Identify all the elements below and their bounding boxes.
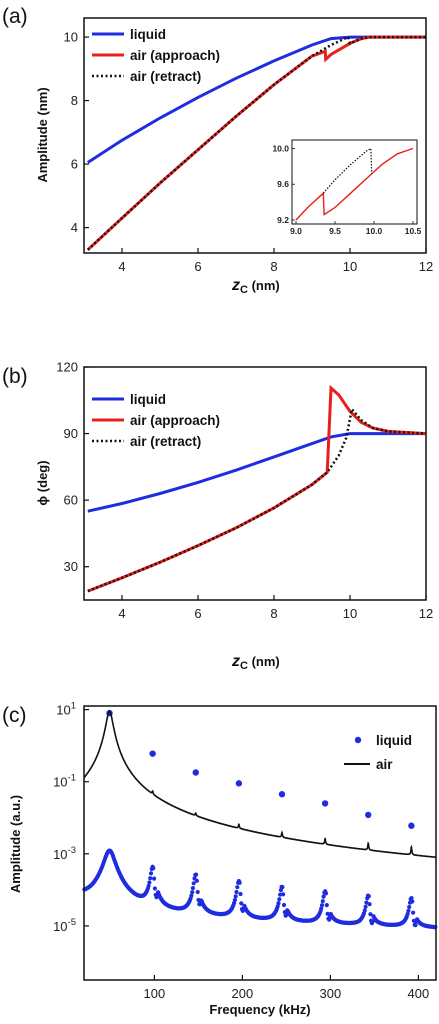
panel-b-xlabel: zC (nm) bbox=[231, 653, 280, 672]
x-tick-label: 6 bbox=[194, 259, 201, 274]
series-air-approach-line bbox=[87, 384, 427, 593]
panel-a-inset: 9.0 9.5 10.0 10.5 9.2 9.6 10.0 bbox=[272, 139, 422, 236]
legend-air-approach: air (approach) bbox=[130, 48, 220, 63]
liquid-harmonic-point bbox=[321, 800, 329, 807]
inset-x-tick-label: 9.5 bbox=[329, 226, 341, 236]
panel-b-ylabel: ϕ (deg) bbox=[35, 460, 50, 505]
y-tick-label: 8 bbox=[71, 93, 78, 108]
inset-x-tick-label: 10.5 bbox=[405, 226, 422, 236]
x-tick-label: 8 bbox=[270, 606, 277, 621]
liquid-harmonic-point bbox=[408, 822, 415, 829]
legend-air-approach: air (approach) bbox=[130, 413, 220, 428]
y-tick-label: 6 bbox=[71, 157, 78, 172]
panel-b-plot-frame bbox=[83, 366, 427, 601]
legend-liquid: liquid bbox=[376, 733, 412, 748]
panel-a-plot-frame bbox=[83, 17, 427, 254]
y-tick-label: 120 bbox=[56, 360, 78, 375]
x-tick-label: 6 bbox=[194, 606, 201, 621]
inset-x-tick-label: 10.0 bbox=[366, 226, 383, 236]
x-tick-label: 200 bbox=[232, 986, 254, 1001]
inset-series-line bbox=[322, 147, 373, 194]
x-tick-label: 400 bbox=[408, 986, 430, 1001]
inset-x-tick-label: 9.0 bbox=[290, 226, 302, 236]
x-tick-label: 4 bbox=[118, 606, 125, 621]
panel-a-label: (a) bbox=[2, 5, 28, 28]
y-tick-label: 10-5 bbox=[53, 917, 76, 934]
x-tick-label: 8 bbox=[270, 259, 277, 274]
y-tick-label: 10 bbox=[64, 30, 78, 45]
legend-air-retract: air (retract) bbox=[130, 434, 201, 449]
panel-c: (c) 100 200 300 400 101 10-1 10-3 10-5 Amplitud… bbox=[2, 701, 438, 1017]
panel-b-legend: liquid air (approach) air (retract) bbox=[92, 392, 220, 449]
panel-c-legend: liquid air bbox=[344, 733, 412, 772]
liquid-harmonic-point bbox=[149, 750, 156, 757]
panel-c-plot-frame bbox=[83, 705, 437, 981]
inset-y-tick-label: 10.0 bbox=[272, 143, 289, 153]
y-tick-label: 4 bbox=[71, 220, 78, 235]
liquid-harmonic-point bbox=[365, 811, 372, 819]
series-air-retract-line bbox=[86, 35, 426, 251]
panel-b: (b) 4 6 8 10 12 30 60 90 120 ϕ (deg) zC (nm) liq… bbox=[2, 360, 433, 673]
panel-a-ylabel: Amplitude (nm) bbox=[35, 87, 50, 182]
inset-series-line bbox=[295, 147, 414, 221]
x-tick-label: 300 bbox=[320, 986, 342, 1001]
inset-y-tick-label: 9.2 bbox=[277, 215, 289, 225]
inset-y-tick-label: 9.6 bbox=[277, 179, 289, 189]
series-liquid-line bbox=[87, 432, 426, 513]
panel-c-label: (c) bbox=[2, 704, 27, 727]
x-tick-label: 12 bbox=[419, 259, 433, 274]
x-tick-label: 10 bbox=[343, 259, 357, 274]
y-tick-label: 90 bbox=[64, 426, 78, 441]
y-tick-label: 101 bbox=[56, 701, 76, 718]
x-tick-label: 10 bbox=[343, 606, 357, 621]
x-tick-label: 4 bbox=[118, 259, 125, 274]
x-tick-label: 12 bbox=[419, 606, 433, 621]
panel-c-ylabel: Amplitude (a.u.) bbox=[8, 795, 23, 893]
legend-air: air bbox=[376, 757, 393, 772]
legend-air-retract: air (retract) bbox=[130, 69, 201, 84]
series-air-line bbox=[83, 710, 436, 858]
y-tick-label: 10-3 bbox=[53, 845, 76, 862]
panel-c-xlabel: Frequency (kHz) bbox=[209, 1002, 310, 1017]
y-tick-label: 10-1 bbox=[53, 773, 76, 790]
panel-b-label: (b) bbox=[2, 365, 28, 388]
y-tick-label: 60 bbox=[64, 493, 78, 508]
panel-a-xlabel: zC (nm) bbox=[231, 277, 280, 296]
liquid-harmonic-point bbox=[235, 780, 243, 787]
liquid-harmonic-point bbox=[278, 791, 286, 798]
series-liquid-markers bbox=[82, 848, 438, 930]
liquid-harmonic-point bbox=[192, 769, 199, 776]
panel-a-legend: liquid air (approach) air (retract) bbox=[92, 27, 220, 84]
y-tick-label: 30 bbox=[64, 559, 78, 574]
x-tick-label: 100 bbox=[144, 986, 166, 1001]
legend-liquid: liquid bbox=[130, 27, 166, 42]
legend-liquid: liquid bbox=[130, 392, 166, 407]
